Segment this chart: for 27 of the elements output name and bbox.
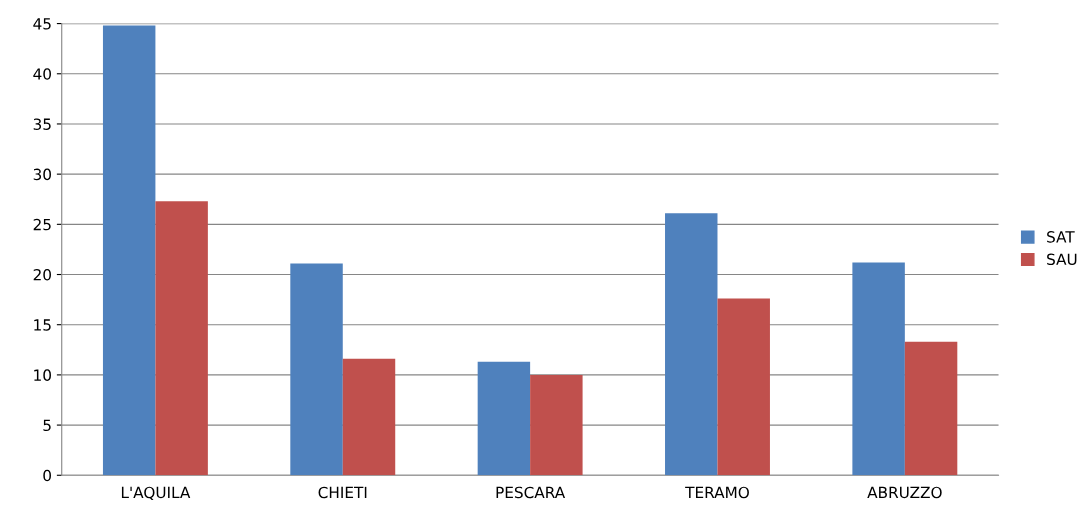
bar (342, 358, 396, 476)
y-tick-label: 20 (33, 268, 51, 281)
y-tick-label: 5 (43, 419, 51, 432)
x-tick-label: PESCARA (496, 486, 566, 499)
bar (717, 298, 770, 476)
x-tick-label: ABRUZZO (867, 486, 942, 499)
legend-label: SAT (1047, 231, 1075, 243)
legend-label: SAU (1047, 253, 1077, 266)
y-tick-label: 30 (33, 168, 51, 181)
x-tick-label: CHIETI (318, 486, 367, 499)
y-tick-label: 15 (34, 319, 51, 331)
bar (477, 361, 531, 476)
x-tick-label: TERAMO (685, 486, 749, 499)
y-tick-label: 35 (33, 118, 51, 130)
bar (665, 213, 718, 476)
bar (155, 201, 208, 476)
y-tick-label: 0 (43, 469, 51, 482)
bar (530, 374, 583, 476)
bar (290, 263, 343, 476)
y-tick-label: 45 (33, 18, 51, 30)
bar (852, 262, 905, 476)
x-tick-label: L'AQUILA (121, 486, 191, 500)
bar (102, 25, 156, 476)
y-tick-label: 40 (33, 68, 51, 80)
y-tick-label: 25 (33, 218, 51, 231)
bar (904, 341, 958, 476)
y-tick-label: 10 (34, 369, 51, 381)
